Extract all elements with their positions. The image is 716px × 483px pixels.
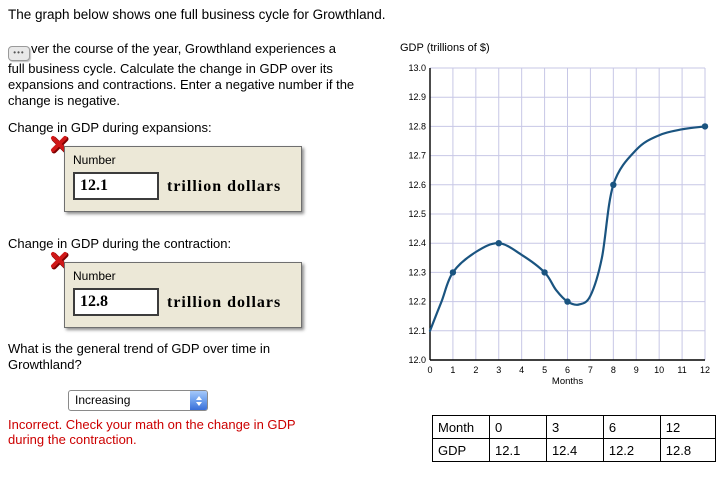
svg-text:12.4: 12.4 <box>408 238 426 248</box>
chart-title: GDP (trillions of $) <box>400 42 490 54</box>
contraction-input[interactable] <box>73 288 159 316</box>
svg-text:12.3: 12.3 <box>408 267 426 277</box>
table-row-gdp: GDP 12.1 12.4 12.2 12.8 <box>431 438 716 462</box>
svg-text:12.5: 12.5 <box>408 209 426 219</box>
svg-text:9: 9 <box>634 365 639 375</box>
contraction-answer-box: Number trillion dollars <box>64 262 302 328</box>
svg-text:12.8: 12.8 <box>408 121 426 131</box>
up-arrow-icon <box>195 395 202 400</box>
page-title: The graph below shows one full business … <box>8 7 386 22</box>
trend-select-value: Increasing <box>75 393 131 407</box>
svg-text:Months: Months <box>552 376 583 387</box>
svg-text:7: 7 <box>588 365 593 375</box>
table-cell: 0 <box>489 415 547 439</box>
gdp-line-chart: 12.0 12.1 12.2 12.3 12.4 12.5 12.6 12.7 12.8 12.9… <box>408 63 710 387</box>
svg-text:13.0: 13.0 <box>408 63 426 73</box>
question-intro-text: ver the course of the year, Growthland e… <box>8 41 355 108</box>
svg-text:10: 10 <box>654 365 664 375</box>
comment-bubble-dots: ••• <box>13 48 25 57</box>
table-cell: Month <box>431 415 491 439</box>
svg-text:0: 0 <box>427 365 432 375</box>
question-intro: ••• ver the course of the year, Growthlan… <box>8 41 356 109</box>
expansions-label: Change in GDP during expansions: <box>8 120 212 135</box>
svg-text:12: 12 <box>700 365 710 375</box>
svg-text:12.9: 12.9 <box>408 92 426 102</box>
table-cell: 3 <box>545 415 604 439</box>
unit-label: trillion dollars <box>167 294 282 311</box>
gdp-table: Month 0 3 6 12 GDP 12.1 12.4 12.2 12.8 <box>431 415 716 462</box>
unit-label: trillion dollars <box>167 178 282 195</box>
contraction-label: Change in GDP during the contraction: <box>8 236 232 251</box>
stepper-icon <box>190 391 207 410</box>
svg-text:3: 3 <box>496 365 501 375</box>
svg-text:12.6: 12.6 <box>408 180 426 190</box>
number-field-label: Number <box>73 269 116 283</box>
svg-text:8: 8 <box>611 365 616 375</box>
table-cell: 12 <box>659 415 716 439</box>
number-field-label: Number <box>73 153 116 167</box>
svg-text:12.0: 12.0 <box>408 355 426 365</box>
expansion-input[interactable] <box>73 172 159 200</box>
svg-text:11: 11 <box>677 365 686 375</box>
svg-text:4: 4 <box>519 365 524 375</box>
trend-question: What is the general trend of GDP over ti… <box>8 341 271 372</box>
table-cell: GDP <box>431 438 491 462</box>
trend-select[interactable]: Increasing <box>68 390 208 411</box>
table-cell: 12.1 <box>489 438 547 462</box>
down-arrow-icon <box>195 401 202 406</box>
svg-text:12.2: 12.2 <box>408 297 426 307</box>
svg-text:12.7: 12.7 <box>408 151 426 161</box>
svg-text:1: 1 <box>450 365 455 375</box>
feedback-message: Incorrect. Check your math on the change… <box>8 417 296 447</box>
expansion-answer-box: Number trillion dollars <box>64 146 302 212</box>
table-cell: 12.8 <box>659 438 716 462</box>
svg-text:12.1: 12.1 <box>408 326 426 336</box>
table-row-months: Month 0 3 6 12 <box>431 415 716 439</box>
comment-bubble-icon[interactable]: ••• <box>8 46 30 61</box>
table-cell: 12.4 <box>545 438 604 462</box>
table-cell: 12.2 <box>602 438 661 462</box>
svg-text:6: 6 <box>565 365 570 375</box>
svg-text:5: 5 <box>542 365 547 375</box>
table-cell: 6 <box>602 415 661 439</box>
svg-text:2: 2 <box>473 365 478 375</box>
